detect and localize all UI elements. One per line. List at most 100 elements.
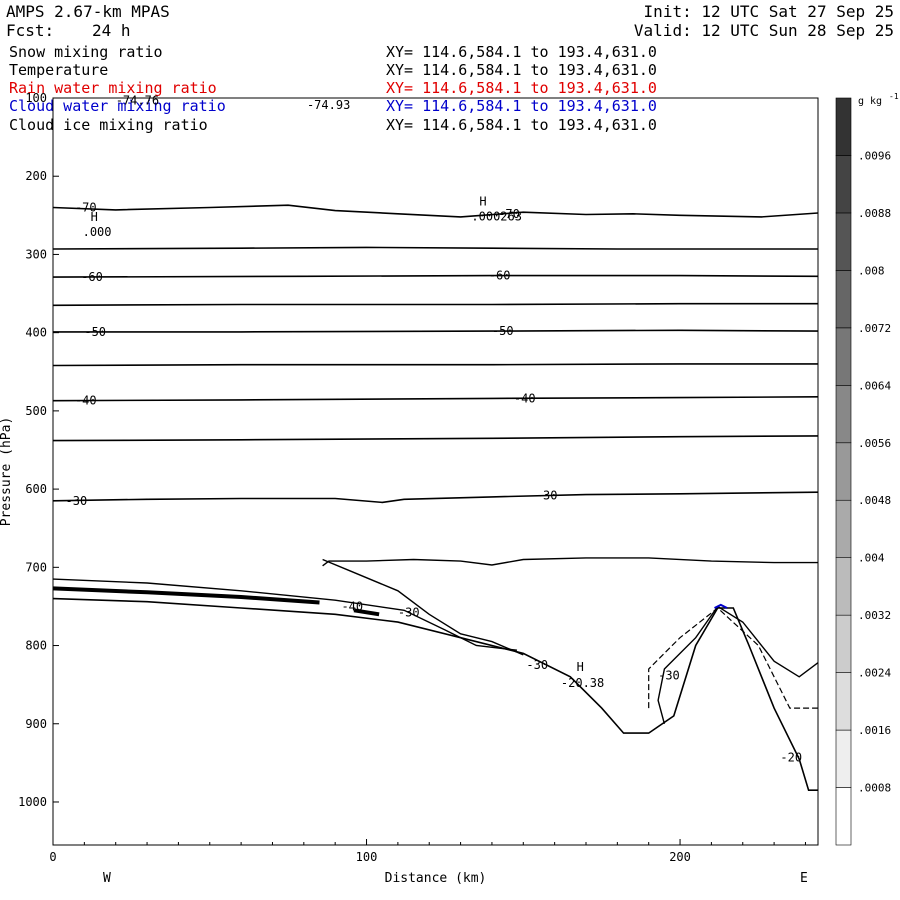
isotherm-line xyxy=(52,396,819,402)
contour-label: -50 xyxy=(84,325,106,339)
low-level-contour xyxy=(52,578,518,651)
field-range-cloud-ice: XY= 114.6,584.1 to 193.4,631.0 xyxy=(386,116,657,134)
low-level-contour xyxy=(322,558,524,656)
contour-label: -60 xyxy=(489,269,511,283)
isotherm-line xyxy=(52,246,818,250)
colorbar-cell xyxy=(835,442,852,501)
field-name-rain: Rain water mixing ratio xyxy=(9,79,217,97)
contour-label: -30 xyxy=(398,606,420,620)
colorbar-label: .0032 xyxy=(858,609,891,622)
colorbar-cell xyxy=(835,270,852,329)
east-label: E xyxy=(800,871,808,886)
y-axis-title: Pressure (hPa) xyxy=(0,417,14,527)
y-tick-label: 600 xyxy=(25,482,47,496)
colorbar-label: .0048 xyxy=(858,494,891,507)
high-marker: H xyxy=(479,195,486,209)
contour-label: -30 xyxy=(526,658,548,672)
model-title: AMPS 2.67-km MPAS xyxy=(6,2,170,21)
x-tick-label: 0 xyxy=(49,850,56,864)
colorbar-label: .0016 xyxy=(858,724,891,737)
colorbar-cell xyxy=(835,385,852,444)
y-tick-label: 200 xyxy=(25,169,47,183)
colorbar-cell xyxy=(835,327,852,386)
high-value: .000 xyxy=(83,225,112,239)
isotherm-line xyxy=(52,363,818,367)
contour-label: -40 xyxy=(75,394,97,408)
cloud-water-contour xyxy=(714,603,728,609)
x-tick-label: 200 xyxy=(669,850,691,864)
y-tick-label: 400 xyxy=(25,326,47,340)
field-name-snow: Snow mixing ratio xyxy=(9,43,163,61)
colorbar-label: .0056 xyxy=(858,437,891,450)
contour-label: -40 xyxy=(514,391,536,405)
isotherm-line xyxy=(53,329,819,333)
colorbar-label: .0024 xyxy=(858,667,891,680)
west-label: W xyxy=(103,871,111,886)
field-range-snow: XY= 114.6,584.1 to 193.4,631.0 xyxy=(386,43,657,61)
high-value: .000263 xyxy=(471,210,522,224)
colorbar-label: .004 xyxy=(858,552,885,565)
y-tick-label: 1000 xyxy=(18,795,47,809)
contour-label: -30 xyxy=(658,668,680,682)
contour-label: -60 xyxy=(81,270,103,284)
colorbar-cell xyxy=(835,557,852,616)
y-tick-label: 900 xyxy=(25,717,47,731)
y-tick-label: 800 xyxy=(25,639,47,653)
colorbar-label: .008 xyxy=(858,264,885,277)
isotherm-line xyxy=(52,435,819,442)
isotherm-line xyxy=(52,274,819,278)
field-name-temperature: Temperature xyxy=(9,61,109,79)
inner-contour xyxy=(322,557,818,567)
ridge-contour xyxy=(657,605,819,724)
colorbar-label: .0096 xyxy=(858,149,891,162)
y-tick-label: 500 xyxy=(25,404,47,418)
colorbar-label: .0072 xyxy=(858,322,891,335)
high-marker: H xyxy=(91,210,98,224)
isotherm-line xyxy=(52,302,818,307)
contour-label: -40 xyxy=(341,599,363,613)
boundary-layer-contour xyxy=(52,586,320,605)
colorbar-cell xyxy=(835,614,852,673)
field-name-cloud-water: Cloud water mixing ratio xyxy=(9,97,226,115)
contour-label: -74.76 xyxy=(116,93,159,107)
colorbar-unit: g kg xyxy=(858,96,882,107)
isotherm-line xyxy=(52,491,819,504)
field-name-cloud-ice: Cloud ice mixing ratio xyxy=(9,116,208,134)
valid-time: Valid: 12 UTC Sun 28 Sep 25 xyxy=(633,21,894,40)
contour-label: -50 xyxy=(492,324,514,338)
y-tick-label: 300 xyxy=(25,247,47,261)
field-range-temperature: XY= 114.6,584.1 to 193.4,631.0 xyxy=(386,61,657,79)
colorbar-cell xyxy=(835,97,852,156)
contour-label: -20.38 xyxy=(561,676,604,690)
contour-label: -70 xyxy=(75,201,97,215)
contour-label: -30 xyxy=(66,494,88,508)
colorbar-cell xyxy=(835,787,852,846)
contour-label: -74.93 xyxy=(307,98,350,112)
colorbar-unit-exponent: -1 xyxy=(889,92,899,101)
colorbar-label: .0008 xyxy=(858,782,891,795)
field-range-cloud-water: XY= 114.6,584.1 to 193.4,631.0 xyxy=(386,97,657,115)
plot-frame xyxy=(52,97,819,846)
init-time: Init: 12 UTC Sat 27 Sep 25 xyxy=(643,2,894,21)
x-tick-label: 100 xyxy=(356,850,378,864)
field-range-rain: XY= 114.6,584.1 to 193.4,631.0 xyxy=(386,79,657,97)
contour-label: -20 xyxy=(780,750,802,764)
y-tick-label: 700 xyxy=(25,560,47,574)
x-axis-title: Distance (km) xyxy=(385,871,487,886)
high-marker: H xyxy=(577,660,584,674)
colorbar-cell xyxy=(835,212,852,271)
colorbar-cell xyxy=(835,672,852,731)
contour-label: -30 xyxy=(536,488,558,502)
contour-label: -70 xyxy=(498,207,520,221)
colorbar-cell xyxy=(835,155,852,214)
snow-contour-segment xyxy=(353,608,380,617)
y-tick-label: 100 xyxy=(25,91,47,105)
colorbar-cell xyxy=(835,499,852,558)
colorbar-cell xyxy=(835,729,852,788)
ridge-dashed-contour xyxy=(648,607,818,709)
isotherm-line xyxy=(52,204,819,218)
fcst-label: Fcst: xyxy=(6,21,55,40)
terrain-contour xyxy=(52,597,818,792)
colorbar-label: .0064 xyxy=(858,379,891,392)
